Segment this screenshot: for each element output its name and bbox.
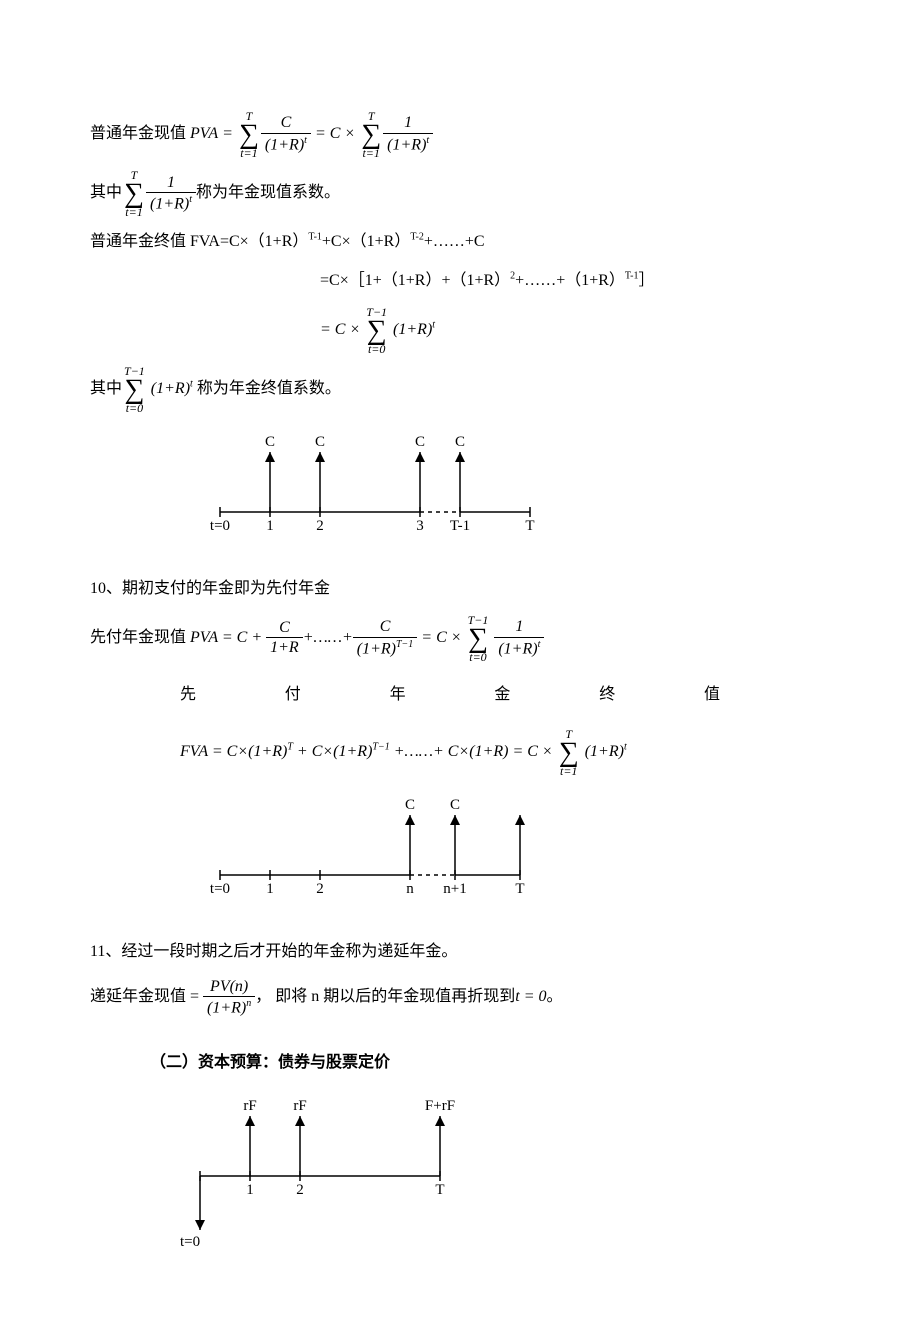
sum-icon: T ∑ t=1 [124,169,144,218]
svg-text:3: 3 [416,518,424,534]
fraction: 1 (1+R)t [146,173,196,215]
sum-icon: T−1 ∑ t=0 [468,614,489,663]
eq-pva-ordinary: 普通年金现值 PVA = T ∑ t=1 C (1+R)t = C × T ∑ … [90,110,830,159]
svg-text:T: T [515,881,524,897]
eq-pva-due: 先付年金现值 PVA = C + C 1+R +……+ C (1+R)T−1 =… [90,614,830,663]
svg-text:C: C [405,797,415,813]
svg-text:C: C [265,434,275,450]
svg-text:t=0: t=0 [210,881,230,897]
svg-text:2: 2 [316,518,324,534]
svg-text:2: 2 [316,881,324,897]
svg-text:T-1: T-1 [450,518,470,534]
svg-text:t=0: t=0 [210,518,230,534]
svg-text:1: 1 [246,1182,254,1198]
svg-text:C: C [450,797,460,813]
svg-text:T: T [525,518,534,534]
svg-text:n: n [406,881,414,897]
svg-text:rF: rF [293,1098,306,1114]
eq-fva-line3: = C × T−1 ∑ t=0 (1+R)t [320,306,830,355]
sum-icon: T−1 ∑ t=0 [124,365,145,414]
svg-text:C: C [455,434,465,450]
item-10-title: 10、期初支付的年金即为先付年金 [90,575,830,604]
timeline-bond: rF 1 rF 2 F+rF Tt=0 [180,1098,830,1259]
svg-text:C: C [315,434,325,450]
spread-fva-due-label: 先 付 年 金 终 值 [90,681,830,710]
eq-deferred-pv: 递延年金现值 = PV(n) (1+R)n ， 即将 n 期以后的年金现值再折现… [90,977,830,1019]
fraction: C (1+R)t [261,113,311,155]
svg-text:2: 2 [296,1182,304,1198]
eq-pva-factor: 其中 T ∑ t=1 1 (1+R)t 称为年金现值系数。 [90,169,830,218]
sum-icon: T ∑ t=1 [361,110,381,159]
svg-text:T: T [435,1182,444,1198]
eq-fva-factor: 其中 T−1 ∑ t=0 (1+R)t 称为年金终值系数。 [90,365,830,414]
eq-fva-line2: =C×［1+（1+R）+（1+R）2+……+（1+R）T-1］ [320,267,830,296]
svg-text:t=0: t=0 [180,1234,200,1248]
sum-icon: T ∑ t=1 [559,728,579,777]
svg-text:1: 1 [266,518,274,534]
svg-text:1: 1 [266,881,274,897]
timeline-ordinary-annuity: t=0 C 1 C 2 C 3 C T-1 T [200,434,830,555]
svg-text:C: C [415,434,425,450]
svg-text:rF: rF [243,1098,256,1114]
timeline-deferred-annuity: t=0 1 2 Cn Cn+1 T [200,797,830,918]
sum-icon: T−1 ∑ t=0 [366,306,387,355]
eq-fva-line1: 普通年金终值 FVA=C×（1+R）T-1+C×（1+R）T-2+……+C [90,228,830,257]
item-11-title: 11、经过一段时期之后才开始的年金称为递延年金。 [90,938,830,967]
eq1-lhs: PVA [190,120,218,149]
fraction: 1 (1+R)t [383,113,433,155]
section-2-heading: （二）资本预算：债券与股票定价 [150,1049,830,1078]
eq1-prefix: 普通年金现值 [90,120,186,149]
sum-icon: T ∑ t=1 [239,110,259,159]
svg-text:n+1: n+1 [443,881,466,897]
svg-text:F+rF: F+rF [425,1098,455,1114]
eq-fva-due: FVA = C×(1+R)T + C×(1+R)T−1 +……+ C×(1+R)… [180,728,830,777]
